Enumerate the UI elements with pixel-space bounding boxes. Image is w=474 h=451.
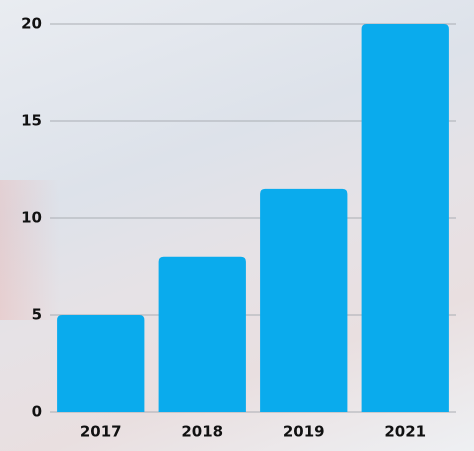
y-tick-label: 15 (21, 112, 42, 130)
y-tick-label: 0 (32, 403, 42, 421)
bar (361, 24, 449, 412)
x-tick-label: 2018 (181, 423, 223, 441)
x-tick-label: 2017 (80, 423, 122, 441)
y-tick-label: 5 (32, 306, 42, 324)
bar (57, 315, 145, 412)
bar (260, 188, 348, 412)
x-tick-label: 2021 (384, 423, 426, 441)
y-tick-label: 20 (21, 15, 42, 33)
bar (158, 256, 246, 412)
background-overlay (0, 180, 60, 320)
x-tick-label: 2019 (283, 423, 325, 441)
y-tick-label: 10 (21, 209, 42, 227)
